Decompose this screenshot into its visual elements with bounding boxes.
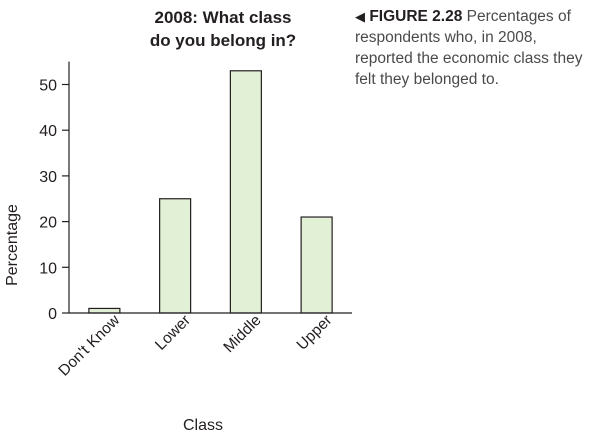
figure-caption: ◀ FIGURE 2.28 Percentages of respondents… (355, 6, 591, 90)
y-axis-label: Percentage (4, 204, 21, 286)
chart-title-line-1: 2008: What class (154, 8, 291, 27)
bars (89, 71, 332, 313)
y-axis: 0 10 20 30 40 50 (39, 62, 69, 323)
bar (301, 217, 332, 313)
chart-title-line-2: do you belong in? (150, 31, 296, 50)
x-axis: Don't Know Lower Middle Upper (55, 311, 352, 379)
x-axis-label: Class (183, 417, 223, 434)
caption-marker: ◀ (355, 9, 365, 24)
bar (89, 308, 120, 313)
y-tick-label: 10 (39, 260, 57, 277)
y-tick-label: 40 (39, 123, 57, 140)
y-tick-label: 0 (48, 306, 57, 323)
x-tick-label: Don't Know (55, 311, 123, 379)
x-tick-label: Middle (220, 312, 264, 356)
caption-figure-label: FIGURE 2.28 (369, 8, 462, 25)
bar (160, 199, 191, 313)
bar (230, 71, 261, 313)
y-tick-label: 50 (39, 78, 57, 95)
x-tick-label: Upper (294, 312, 336, 354)
y-tick-label: 20 (39, 215, 57, 232)
y-tick-label: 30 (39, 169, 57, 186)
x-tick-label: Lower (152, 312, 194, 354)
